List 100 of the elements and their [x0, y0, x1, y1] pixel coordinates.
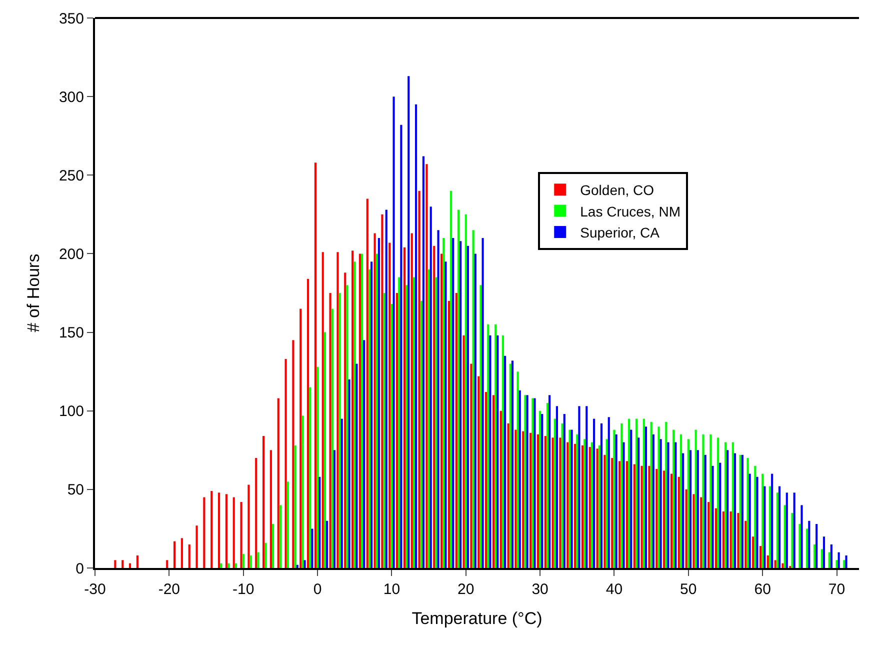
bar: [766, 555, 769, 568]
bar: [702, 434, 704, 568]
bar: [556, 406, 558, 568]
y-tick-label: 100: [58, 403, 84, 420]
bar: [309, 387, 312, 568]
bar: [314, 162, 316, 568]
bar: [398, 277, 400, 568]
bar: [590, 442, 594, 568]
bar: [338, 293, 341, 568]
bar: [444, 262, 447, 568]
bar: [264, 542, 267, 568]
bar: [620, 423, 623, 568]
bar: [843, 560, 846, 568]
bar: [470, 364, 472, 568]
bar: [836, 560, 838, 568]
bar: [435, 277, 438, 568]
bar: [798, 524, 801, 568]
bar: [784, 505, 786, 568]
bar: [682, 453, 684, 568]
bar: [302, 416, 304, 568]
bar: [694, 430, 697, 568]
bar: [586, 406, 588, 568]
bar: [240, 502, 242, 568]
bar: [606, 439, 608, 568]
bar: [544, 436, 546, 568]
bar: [346, 285, 348, 568]
x-tick-label: -30: [84, 581, 106, 598]
bar: [358, 254, 361, 568]
bar: [390, 304, 393, 568]
bar: [710, 434, 712, 568]
bar: [680, 434, 682, 568]
x-axis-title: Temperature (°C): [412, 608, 542, 628]
bar: [774, 560, 776, 568]
bar: [604, 454, 606, 568]
bar: [248, 484, 250, 568]
bar: [768, 486, 772, 568]
legend-label: Superior, CA: [580, 224, 660, 240]
bar: [504, 356, 506, 568]
bar: [333, 450, 336, 568]
bar: [559, 438, 562, 568]
bar: [712, 466, 714, 568]
bar: [459, 241, 462, 568]
bar: [406, 285, 408, 568]
bar: [400, 124, 402, 568]
legend-label: Golden, CO: [580, 182, 654, 198]
bar: [322, 252, 324, 568]
bar: [687, 439, 690, 568]
bar: [478, 376, 480, 568]
bar: [430, 206, 432, 568]
bar: [383, 293, 386, 568]
bar: [820, 549, 823, 568]
bar: [255, 458, 258, 568]
bar: [640, 466, 643, 568]
y-tick-label: 300: [58, 88, 84, 106]
bar: [793, 492, 796, 568]
bar: [554, 418, 556, 568]
bar: [648, 466, 650, 568]
bar: [600, 423, 602, 568]
bar: [539, 410, 542, 568]
bar: [128, 563, 132, 568]
bar: [652, 434, 654, 568]
bar: [136, 555, 138, 568]
bar: [418, 190, 420, 568]
bar: [374, 233, 376, 568]
bar: [581, 445, 584, 568]
bar: [737, 513, 740, 568]
bar: [771, 474, 774, 568]
x-tick-label: 70: [828, 581, 846, 598]
bar: [272, 524, 274, 568]
bar: [714, 508, 718, 568]
bar: [626, 461, 628, 568]
bar: [548, 395, 551, 568]
bar: [196, 526, 198, 568]
bar: [752, 536, 754, 568]
bar: [227, 563, 230, 568]
bar: [385, 210, 388, 568]
bar: [650, 422, 652, 568]
bar: [344, 272, 346, 568]
bar: [816, 524, 818, 568]
bar: [270, 450, 272, 568]
bar: [838, 552, 840, 568]
bar: [615, 434, 618, 568]
bar: [220, 563, 222, 568]
bar: [630, 430, 632, 568]
bar: [352, 250, 354, 568]
bar: [778, 486, 781, 568]
bar: [734, 453, 736, 568]
bar: [845, 555, 848, 568]
bar: [708, 502, 710, 568]
x-tick-label: 10: [383, 581, 400, 598]
bar: [670, 474, 673, 568]
bar: [410, 233, 413, 568]
bar: [507, 423, 510, 568]
bar: [608, 417, 610, 568]
bar: [656, 469, 658, 568]
bar: [437, 230, 440, 568]
bar: [692, 494, 695, 568]
bar: [457, 210, 460, 568]
bar: [522, 431, 524, 568]
bar: [257, 552, 260, 568]
